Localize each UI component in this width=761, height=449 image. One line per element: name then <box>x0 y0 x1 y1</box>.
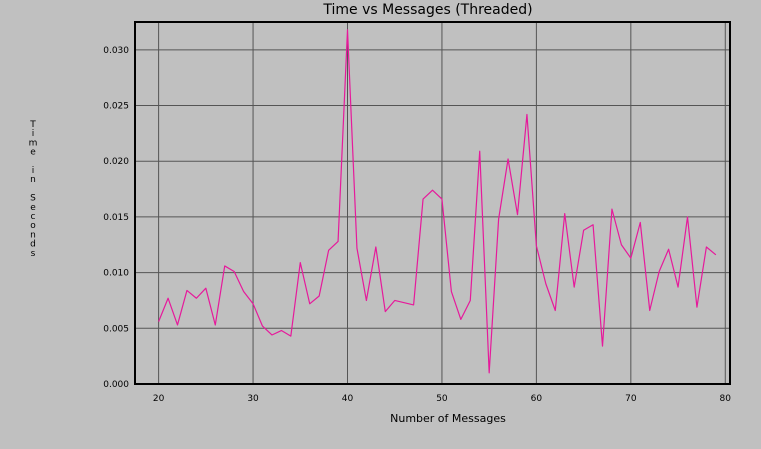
x-tick-label: 30 <box>247 394 259 404</box>
series-layer <box>158 29 717 374</box>
x-tick-label: 40 <box>342 394 354 404</box>
y-tick-label: 0.010 <box>103 269 129 279</box>
y-axis-label-char: s <box>31 249 36 259</box>
x-axis-label: Number of Messages <box>390 412 506 425</box>
y-axis-label-char: S <box>30 194 36 204</box>
series-line-0 <box>158 29 717 374</box>
y-axis-label-char: i <box>32 166 35 176</box>
chart-title: Time vs Messages (Threaded) <box>322 2 532 18</box>
y-tick-label: 0.030 <box>103 46 129 56</box>
y-axis-label-char: i <box>32 129 35 139</box>
y-tick-label: 0.005 <box>103 324 129 334</box>
y-tick-label: 0.015 <box>103 213 129 223</box>
y-axis-label-char: e <box>30 203 36 213</box>
y-axis-label-char: T <box>29 120 36 130</box>
y-axis-label-char: d <box>30 240 36 250</box>
x-tick-label: 50 <box>436 394 448 404</box>
y-axis-label-char: n <box>30 230 36 240</box>
x-tick-label: 80 <box>720 394 732 404</box>
y-axis-label-char: o <box>30 221 36 231</box>
plot-area <box>135 22 730 384</box>
y-axis-label-char: n <box>30 175 36 185</box>
y-tick-label: 0.000 <box>103 380 129 390</box>
y-axis-label-char: c <box>31 212 36 222</box>
x-tick-label: 20 <box>153 394 165 404</box>
tick-labels: 20 30 40 50 60 70 80 0.000 0.005 0.010 0.015 0.020 0… <box>103 46 731 404</box>
y-tick-label: 0.025 <box>103 102 129 112</box>
y-tick-label: 0.020 <box>103 157 129 167</box>
y-axis-label-char: e <box>30 148 36 158</box>
x-tick-label: 60 <box>531 394 543 404</box>
plot-frame <box>134 21 731 385</box>
y-axis-label-char: m <box>29 138 38 148</box>
x-tick-label: 70 <box>625 394 637 404</box>
